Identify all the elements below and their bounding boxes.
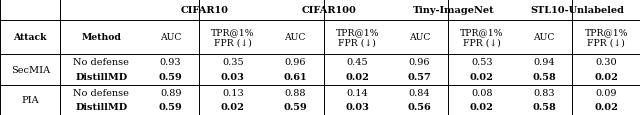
Text: STL10-Unlabeled: STL10-Unlabeled [531,6,625,15]
Text: PIA: PIA [21,96,39,105]
Text: 0.09: 0.09 [595,89,617,98]
Text: TPR@1%
FPR (↓): TPR@1% FPR (↓) [335,28,379,47]
Text: DistillMD: DistillMD [76,72,127,81]
Text: 0.94: 0.94 [533,58,555,67]
Text: Attack: Attack [13,33,47,42]
Text: AUC: AUC [533,33,555,42]
Text: 0.59: 0.59 [284,102,307,111]
Text: 0.02: 0.02 [221,102,245,111]
Text: 0.02: 0.02 [470,102,493,111]
Text: CIFAR100: CIFAR100 [301,6,356,15]
Text: 0.02: 0.02 [595,72,618,81]
Text: 0.83: 0.83 [533,89,555,98]
Text: 0.96: 0.96 [409,58,430,67]
Text: 0.53: 0.53 [471,58,493,67]
Text: AUC: AUC [284,33,306,42]
Text: Method: Method [81,33,121,42]
Text: 0.88: 0.88 [284,89,306,98]
Text: 0.59: 0.59 [159,102,182,111]
Text: Tiny-ImageNet: Tiny-ImageNet [413,6,494,15]
Text: SecMIA: SecMIA [11,65,50,74]
Text: 0.45: 0.45 [346,58,368,67]
Text: 0.89: 0.89 [160,89,181,98]
Text: 0.14: 0.14 [346,89,368,98]
Text: 0.02: 0.02 [595,102,618,111]
Text: AUC: AUC [409,33,430,42]
Text: 0.59: 0.59 [159,72,182,81]
Text: 0.56: 0.56 [408,102,431,111]
Text: TPR@1%
FPR (↓): TPR@1% FPR (↓) [211,28,255,47]
Text: 0.96: 0.96 [284,58,306,67]
Text: AUC: AUC [160,33,181,42]
Text: CIFAR10: CIFAR10 [180,6,228,15]
Text: 0.02: 0.02 [470,72,493,81]
Text: 0.61: 0.61 [284,72,307,81]
Text: 0.93: 0.93 [160,58,182,67]
Text: 0.02: 0.02 [346,72,369,81]
Text: 0.13: 0.13 [222,89,244,98]
Text: TPR@1%
FPR (↓): TPR@1% FPR (↓) [584,28,628,47]
Text: TPR@1%
FPR (↓): TPR@1% FPR (↓) [460,28,504,47]
Text: 0.08: 0.08 [471,89,493,98]
Text: 0.30: 0.30 [595,58,617,67]
Text: 0.57: 0.57 [408,72,431,81]
Text: 0.03: 0.03 [346,102,369,111]
Text: 0.84: 0.84 [409,89,430,98]
Text: 0.58: 0.58 [532,102,556,111]
Text: 0.58: 0.58 [532,72,556,81]
Text: No defense: No defense [74,58,129,67]
Text: DistillMD: DistillMD [76,102,127,111]
Text: 0.35: 0.35 [222,58,244,67]
Text: 0.03: 0.03 [221,72,245,81]
Text: No defense: No defense [74,89,129,98]
